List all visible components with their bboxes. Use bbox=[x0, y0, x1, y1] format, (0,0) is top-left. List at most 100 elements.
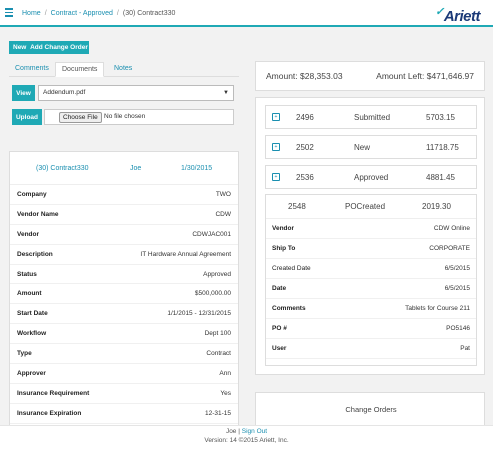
breadcrumb-home-link[interactable]: Home bbox=[22, 10, 41, 17]
upload-button[interactable]: Upload bbox=[12, 109, 42, 125]
contract-header: (30) Contract330 Joe 1/30/2015 bbox=[10, 152, 238, 185]
field-value: CDW bbox=[215, 210, 231, 218]
breadcrumb: Home / Contract - Approved / (30) Contract33… bbox=[22, 10, 176, 17]
file-input[interactable]: Choose File No file chosen bbox=[44, 109, 234, 125]
po-field-row: User Pat bbox=[266, 339, 476, 359]
ariett-logo: ✓Ariett bbox=[435, 6, 480, 25]
choose-file-button[interactable]: Choose File bbox=[59, 112, 102, 123]
order-number: 2536 bbox=[296, 173, 314, 182]
po-field-row: Date 6/5/2015 bbox=[266, 279, 476, 299]
contract-name-link[interactable]: (30) Contract330 bbox=[36, 165, 89, 172]
field-value: TWO bbox=[215, 191, 231, 198]
po-number: 2548 bbox=[288, 202, 306, 211]
field-value: Ann bbox=[219, 370, 231, 378]
new-button[interactable]: New bbox=[9, 41, 31, 54]
amount-left: Amount Left: $471,646.97 bbox=[376, 71, 474, 81]
expand-icon[interactable]: + bbox=[272, 113, 280, 121]
po-field-row: Ship To CORPORATE bbox=[266, 239, 476, 259]
contract-field-row: Description IT Hardware Annual Agreement bbox=[10, 245, 238, 265]
order-row[interactable]: +2536 Approved 4881.45 bbox=[265, 165, 477, 189]
order-amount: 11718.75 bbox=[426, 143, 459, 152]
po-field-value: Pat bbox=[460, 345, 470, 352]
add-change-order-button[interactable]: Add Change Order bbox=[29, 41, 89, 54]
order-status: Approved bbox=[354, 173, 389, 182]
field-value: $500,000.00 bbox=[194, 290, 231, 298]
field-value: Contract bbox=[206, 350, 231, 358]
po-status: POCreated bbox=[345, 202, 386, 211]
change-orders-panel: Change Orders bbox=[255, 392, 485, 426]
no-file-text: No file chosen bbox=[104, 113, 146, 120]
footer-version: Version: 14 ©2015 Ariett, Inc. bbox=[204, 437, 289, 444]
field-label: Vendor Name bbox=[17, 210, 59, 218]
contract-field-row: Insurance Requirement Yes bbox=[10, 384, 238, 404]
purchase-orders-panel: +2496 Submitted 5703.15 +2502 New 11718.75 +25… bbox=[255, 97, 485, 375]
order-row[interactable]: +2502 New 11718.75 bbox=[265, 135, 477, 159]
field-value: Approved bbox=[203, 270, 231, 278]
po-field-value: 6/5/2015 bbox=[444, 265, 470, 272]
breadcrumb-contract-link[interactable]: Contract - Approved bbox=[50, 10, 113, 17]
contract-user: Joe bbox=[130, 165, 142, 172]
contract-field-row: Type Contract bbox=[10, 344, 238, 365]
field-value: IT Hardware Annual Agreement bbox=[140, 250, 231, 258]
chevron-down-icon: ▼ bbox=[223, 90, 229, 96]
po-field-label: Ship To bbox=[272, 245, 296, 252]
field-label: Approver bbox=[17, 370, 46, 378]
field-label: Company bbox=[17, 191, 47, 198]
po-detail: 2548 POCreated 2019.30 Vendor CDW Online S… bbox=[265, 194, 477, 366]
contract-field-row: Workflow Dept 100 bbox=[10, 324, 238, 345]
upload-row: Upload Choose File No file chosen bbox=[12, 109, 234, 125]
order-number: 2496 bbox=[296, 113, 314, 122]
order-row[interactable]: +2496 Submitted 5703.15 bbox=[265, 105, 477, 129]
po-field-label: User bbox=[272, 345, 287, 352]
field-label: Amount bbox=[17, 290, 42, 298]
order-amount: 5703.15 bbox=[426, 113, 455, 122]
contract-field-row: Amount $500,000.00 bbox=[10, 284, 238, 305]
contract-date: 1/30/2015 bbox=[181, 165, 213, 172]
po-field-value: CDW Online bbox=[433, 225, 470, 232]
order-status: New bbox=[354, 143, 371, 152]
expand-icon[interactable]: + bbox=[272, 143, 280, 151]
po-field-label: Vendor bbox=[272, 225, 295, 232]
document-select-value: Addendum.pdf bbox=[43, 89, 86, 96]
top-bar: Home / Contract - Approved / (30) Contract33… bbox=[0, 0, 493, 27]
po-field-row: Vendor CDW Online bbox=[266, 219, 476, 239]
amount-total: Amount: $28,353.03 bbox=[266, 71, 343, 81]
po-field-label: Date bbox=[272, 285, 287, 292]
document-select[interactable]: Addendum.pdf ▼ bbox=[38, 85, 234, 101]
contract-field-row: Approver Ann bbox=[10, 364, 238, 384]
breadcrumb-current: (30) Contract330 bbox=[122, 10, 176, 17]
contract-field-row: Company TWO bbox=[10, 185, 238, 205]
field-value: Dept 100 bbox=[204, 330, 231, 338]
tab-notes[interactable]: Notes bbox=[114, 65, 133, 72]
po-field-row: Comments Tablets for Course 211 bbox=[266, 299, 476, 319]
view-button[interactable]: View bbox=[12, 85, 35, 101]
tab-documents[interactable]: Documents bbox=[55, 62, 105, 77]
field-value: CDWJAC001 bbox=[192, 230, 231, 238]
contract-field-row: Vendor Name CDW bbox=[10, 205, 238, 225]
po-field-row: Created Date 6/5/2015 bbox=[266, 259, 476, 279]
field-label: Insurance Requirement bbox=[17, 389, 90, 397]
document-tabs: Comments Documents Notes bbox=[9, 62, 239, 77]
footer: Joe | Sign Out Version: 14 ©2015 Ariett,… bbox=[0, 425, 493, 450]
field-label: Start Date bbox=[17, 310, 48, 318]
field-label: Vendor bbox=[17, 230, 40, 238]
field-value: Yes bbox=[220, 389, 231, 397]
contract-field-row: Vendor CDWJAC001 bbox=[10, 225, 238, 245]
po-detail-header: 2548 POCreated 2019.30 bbox=[266, 195, 476, 219]
order-number: 2502 bbox=[296, 143, 314, 152]
contract-field-row: Status Approved bbox=[10, 265, 238, 285]
po-field-row: PO # PO5146 bbox=[266, 319, 476, 339]
change-orders-title: Change Orders bbox=[345, 405, 397, 414]
contract-field-row: Insurance Expiration 12-31-15 bbox=[10, 404, 238, 424]
amount-summary: Amount: $28,353.03 Amount Left: $471,646… bbox=[255, 61, 485, 91]
po-field-label: Created Date bbox=[272, 265, 311, 272]
field-value: 1/1/2015 - 12/31/2015 bbox=[167, 310, 231, 318]
order-amount: 4881.45 bbox=[426, 173, 455, 182]
hamburger-menu-icon[interactable] bbox=[5, 8, 13, 17]
po-field-label: Comments bbox=[272, 305, 306, 312]
sign-out-link[interactable]: Sign Out bbox=[241, 428, 268, 435]
po-amount: 2019.30 bbox=[422, 202, 451, 211]
expand-icon[interactable]: + bbox=[272, 173, 280, 181]
view-document-row: View Addendum.pdf ▼ bbox=[12, 85, 234, 101]
tab-comments[interactable]: Comments bbox=[15, 65, 49, 72]
